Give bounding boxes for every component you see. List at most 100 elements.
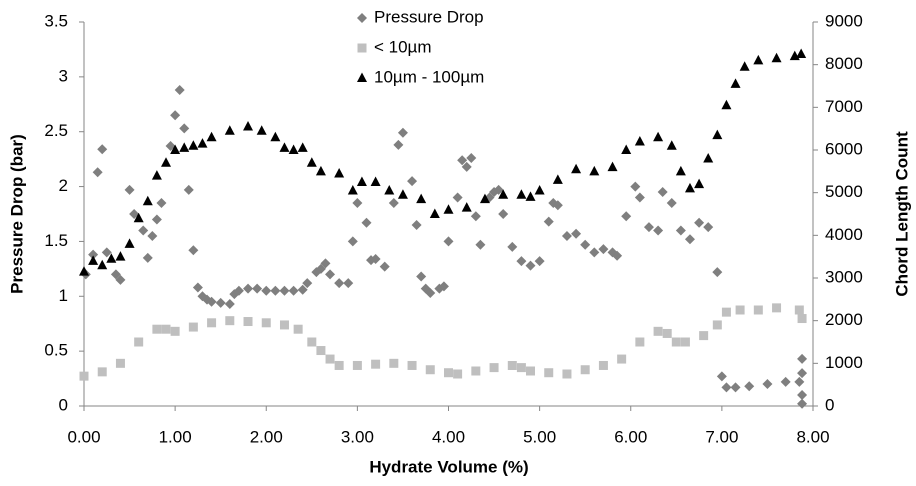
point — [224, 125, 235, 135]
point — [675, 165, 686, 176]
legend-marker — [357, 13, 367, 23]
point — [297, 142, 308, 152]
point — [188, 140, 199, 150]
y2-tick-label: 8000 — [825, 54, 863, 73]
point — [288, 144, 299, 154]
point — [493, 184, 504, 195]
point — [138, 225, 149, 236]
point — [684, 234, 695, 245]
point — [315, 165, 326, 176]
point — [92, 167, 103, 178]
point — [796, 48, 807, 58]
point — [347, 185, 358, 195]
point — [607, 161, 618, 172]
point — [170, 326, 180, 336]
y2-tick-label: 6000 — [825, 139, 863, 158]
point — [79, 371, 89, 381]
point — [797, 353, 808, 364]
point — [371, 359, 381, 369]
point — [580, 365, 590, 375]
x-tick-label: 0.00 — [67, 427, 100, 446]
point — [712, 267, 723, 278]
point — [343, 278, 354, 289]
point — [106, 253, 117, 263]
point — [721, 307, 731, 317]
y-tick-label: 3.5 — [44, 11, 68, 30]
point — [716, 371, 727, 382]
point — [197, 138, 208, 148]
point — [142, 252, 153, 263]
point — [794, 305, 804, 315]
point — [635, 337, 645, 347]
point — [498, 209, 509, 219]
x-tick-label: 4.00 — [432, 427, 465, 446]
point — [525, 260, 536, 271]
point — [279, 285, 290, 296]
point — [653, 326, 663, 336]
point — [320, 258, 331, 269]
y2-tick-label: 7000 — [825, 97, 863, 116]
point — [730, 78, 741, 88]
point — [653, 131, 664, 142]
point — [466, 153, 477, 164]
point — [147, 230, 158, 241]
y-tick-label: 0.5 — [44, 341, 68, 360]
point — [325, 354, 335, 364]
point — [302, 278, 313, 289]
point — [115, 358, 125, 368]
y-tick-label: 2.5 — [44, 121, 68, 140]
point — [797, 314, 807, 324]
point — [461, 161, 472, 172]
point — [79, 266, 89, 276]
point — [543, 216, 554, 227]
point — [598, 360, 608, 370]
y-tick-label: 2 — [59, 176, 68, 195]
legend-label: < 10µm — [374, 37, 432, 56]
point — [534, 256, 545, 267]
point — [384, 185, 395, 195]
point — [307, 337, 317, 347]
point — [425, 287, 436, 298]
point — [712, 129, 723, 140]
point — [552, 200, 563, 211]
y2-tick-label: 5000 — [825, 182, 863, 201]
point — [170, 110, 181, 121]
x-axis-title: Hydrate Volume (%) — [369, 457, 528, 476]
point — [744, 381, 755, 392]
y2-tick-label: 1000 — [825, 353, 863, 372]
point — [534, 185, 545, 195]
point — [571, 163, 582, 174]
y-tick-label: 1.5 — [44, 231, 68, 250]
point — [630, 181, 641, 192]
point — [170, 144, 181, 154]
point — [589, 247, 600, 258]
point — [721, 382, 732, 393]
point — [739, 61, 750, 71]
point — [134, 337, 144, 347]
point — [666, 198, 677, 209]
point — [224, 298, 235, 309]
point — [297, 284, 308, 295]
point — [694, 178, 705, 189]
point — [721, 99, 732, 110]
x-tick-label: 3.00 — [341, 427, 374, 446]
point — [443, 236, 454, 247]
point — [151, 214, 162, 225]
point — [516, 363, 526, 373]
point — [621, 144, 632, 154]
y2-tick-label: 2000 — [825, 310, 863, 329]
point — [288, 285, 299, 296]
point — [753, 54, 764, 65]
point — [416, 271, 427, 282]
point — [797, 390, 808, 401]
point — [206, 131, 217, 142]
point — [561, 230, 572, 241]
point — [161, 324, 171, 334]
point — [124, 238, 135, 248]
point — [315, 263, 326, 274]
y2-tick-label: 4000 — [825, 225, 863, 244]
point — [438, 281, 449, 292]
point — [507, 360, 517, 370]
y2-tick-label: 3000 — [825, 267, 863, 286]
